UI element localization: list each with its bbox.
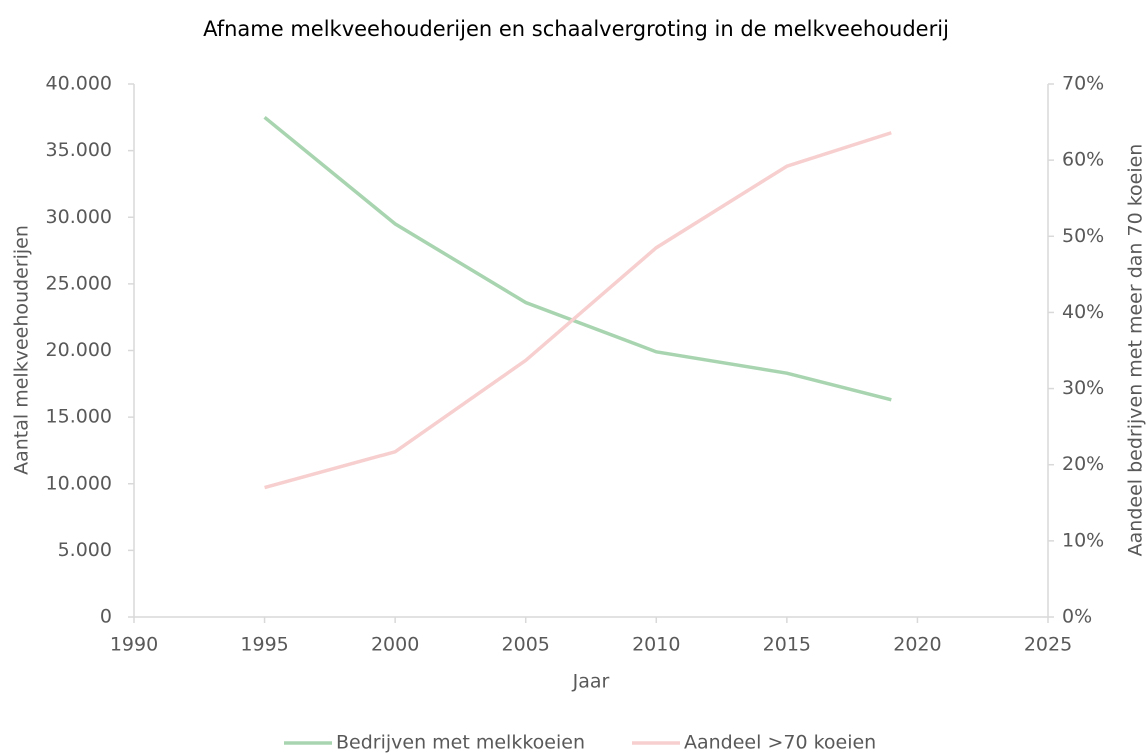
series-line (263, 115, 892, 402)
legend-label: Aandeel >70 koeien (684, 732, 876, 753)
x-tick-label: 2025 (1024, 634, 1072, 656)
y2-tick-label: 60% (1062, 149, 1104, 171)
y-tick-label: 10.000 (46, 472, 112, 494)
x-tick-label: 2010 (632, 634, 680, 656)
y-tick-label: 30.000 (46, 206, 112, 228)
x-tick-label: 2015 (763, 634, 811, 656)
y-tick-label: 20.000 (46, 339, 112, 361)
y2-tick-label: 10% (1062, 529, 1104, 551)
y-tick-label: 35.000 (46, 139, 112, 161)
y2-tick-label: 30% (1062, 377, 1104, 399)
y2-tick-label: 0% (1062, 606, 1092, 628)
x-tick-label: 2020 (893, 634, 941, 656)
y-tick-label: 25.000 (46, 272, 112, 294)
y-tick-label: 40.000 (46, 73, 112, 95)
series-line (264, 131, 892, 490)
x-axis-label: Jaar (572, 671, 610, 693)
y2-tick-label: 50% (1062, 225, 1104, 247)
legend-label: Bedrijven met melkkoeien (336, 732, 585, 753)
y2-tick-label: 40% (1062, 301, 1104, 323)
y-tick-label: 15.000 (46, 406, 112, 428)
y2-axis-label: Aandeel bedrijven met meer dan 70 koeien (1125, 144, 1147, 557)
y-tick-label: 5.000 (58, 539, 112, 561)
x-tick-label: 1995 (240, 634, 288, 656)
y2-tick-label: 20% (1062, 453, 1104, 475)
y-axis-label: Aantal melkveehouderijen (11, 225, 33, 475)
chart-title: Afname melkveehouderijen en schaalvergro… (203, 17, 949, 41)
x-tick-label: 1990 (110, 634, 158, 656)
x-tick-label: 2000 (371, 634, 419, 656)
y2-tick-label: 70% (1062, 73, 1104, 95)
x-tick-label: 2005 (502, 634, 550, 656)
y-tick-label: 0 (100, 606, 112, 628)
